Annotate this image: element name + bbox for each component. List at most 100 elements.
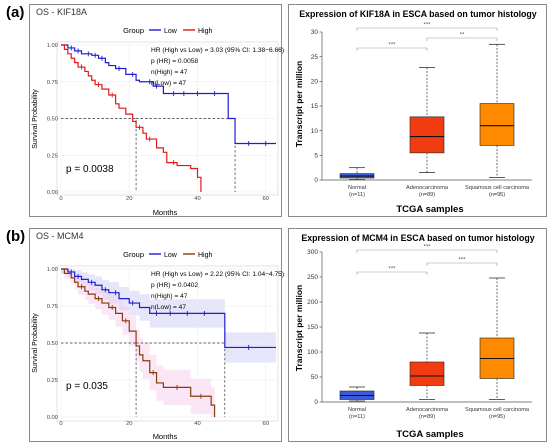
km-xtick-label: 0 — [59, 196, 62, 202]
box-axes-b: 0 50 100 150 200 250 300 — [307, 249, 532, 406]
box-chart-b: Expression of MCM4 in ESCA based on tumo… — [294, 233, 535, 440]
box-axes-a: 0 5 10 15 20 25 30 — [311, 29, 532, 184]
box-ylabel-b: Transcript per million — [294, 285, 304, 371]
km-ytick-label: 0.75 — [47, 80, 58, 86]
box-category-label: Normal — [348, 407, 366, 413]
box-ytick-label: 25 — [311, 54, 319, 61]
km-stat-hr-b: HR (High vs Low) = 2.22 (95% CI: 1.04−4.… — [151, 271, 284, 278]
km-ticks-b: 0.00 0.25 0.50 0.75 1.00 0 20 40 60 — [47, 267, 269, 427]
km-ytick-label: 0.75 — [47, 304, 58, 310]
km-curve-high — [61, 268, 216, 417]
km-chart-b: 0.00 0.25 0.50 0.75 1.00 0 20 40 60 Survival Pro… — [32, 250, 284, 441]
box-ytick-label: 150 — [307, 324, 318, 331]
box-frame-b — [288, 228, 547, 442]
box-sig-bracket — [426, 262, 498, 266]
box-ylabel-a: Transcript per million — [294, 61, 304, 147]
box-body — [479, 103, 515, 146]
box-sig-bracket — [356, 47, 428, 51]
km-legend-low-a: Low — [164, 28, 178, 35]
km-header-a: OS - KIF18A — [36, 7, 88, 17]
km-legend-high-a: High — [198, 28, 213, 35]
km-stat-nhigh-a: n(High) = 47 — [151, 69, 188, 76]
box-ytick-label: 15 — [311, 103, 319, 110]
km-legend-low-b: Low — [164, 252, 178, 259]
box-ytick-label: 50 — [311, 374, 319, 381]
km-xlabel-a: Months — [153, 208, 178, 217]
box-sig-label: *** — [423, 245, 431, 251]
box-sig-bracket — [356, 271, 428, 275]
km-ytick-label: 0.00 — [47, 190, 58, 196]
km-curve-high — [61, 44, 202, 192]
km-plot-bg-b — [56, 265, 279, 422]
box-sig-bracket — [356, 27, 498, 31]
km-ytick-label: 1.00 — [47, 267, 58, 273]
box-category-label: (n=11) — [349, 192, 365, 198]
box-sig-label: *** — [458, 258, 466, 264]
km-xtick-label: 60 — [263, 421, 269, 427]
box-category-label: (n=89) — [419, 414, 435, 420]
box-ytick-label: 10 — [311, 128, 319, 135]
km-xtick-label: 40 — [194, 196, 200, 202]
box-cats-a: Normal(n=11) Adenocarcinoma(n=89) Squamous… — [348, 185, 530, 198]
box-category-label: Adenocarcinoma — [406, 407, 449, 413]
box-category-label: (n=11) — [349, 414, 365, 420]
km-stat-hr-a: HR (High vs Low) = 3.03 (95% CI: 1.38−6.… — [151, 47, 284, 54]
box-cats-b: Normal(n=11) Adenocarcinoma(n=89) Squamous… — [348, 407, 530, 420]
box-ytick-label: 30 — [311, 29, 319, 36]
box-chart-a: Expression of KIF18A in ESCA based on tu… — [294, 9, 537, 215]
box-marks-a — [339, 43, 515, 180]
km-xtick-label: 20 — [126, 196, 132, 202]
box-category-label: (n=89) — [419, 192, 435, 198]
km-pvalue-a: p = 0.0038 — [66, 164, 114, 175]
box-ytick-label: 5 — [314, 153, 318, 160]
km-stat-p-a: p (HR) = 0.0058 — [151, 58, 198, 65]
km-ytick-label: 0.50 — [47, 117, 58, 123]
km-stat-nhigh-b: n(High) = 47 — [151, 293, 188, 300]
box-ytick-label: 0 — [314, 399, 318, 406]
box-sig-a: ******** — [356, 23, 498, 51]
box-category-label: (n=95) — [489, 414, 505, 420]
km-grid-a — [60, 44, 276, 193]
km-stat-nlow-b: n(Low) = 47 — [151, 304, 186, 311]
km-legend-high-b: High — [198, 252, 213, 259]
box-ytick-label: 0 — [314, 177, 318, 184]
km-curve-low — [61, 44, 276, 145]
box-marks-b — [339, 277, 515, 402]
km-xlabel-b: Months — [153, 432, 178, 441]
km-median-line — [136, 118, 236, 192]
box-sig-bracket — [356, 249, 498, 253]
km-ylabel-b: Survival Probability — [32, 313, 39, 373]
box-category-label: Squamous cell carcinoma — [465, 185, 530, 191]
box-ytick-label: 200 — [307, 299, 318, 306]
box-title-b: Expression of MCM4 in ESCA based on tumo… — [301, 233, 534, 243]
km-ytick-label: 0.25 — [47, 378, 58, 384]
km-chart-a: 0.00 0.25 0.50 0.75 1.00 0 20 40 60 Survival Pro… — [32, 26, 284, 217]
km-series-a — [61, 44, 276, 192]
box-title-a: Expression of KIF18A in ESCA based on tu… — [299, 9, 536, 19]
box-xlabel-a: TCGA samples — [396, 204, 463, 215]
box-category-label: (n=95) — [489, 192, 505, 198]
box-sig-b: *** *** *** — [356, 245, 498, 275]
km-ytick-label: 0.00 — [47, 415, 58, 421]
box-category-label: Normal — [348, 185, 366, 191]
km-stat-nlow-a: n(Low) = 47 — [151, 80, 186, 87]
km-ytick-label: 0.50 — [47, 341, 58, 347]
box-sig-label: *** — [388, 267, 396, 273]
box-category-label: Adenocarcinoma — [406, 185, 449, 191]
box-ytick-label: 300 — [307, 249, 318, 256]
km-ylabel-a: Survival Probability — [32, 89, 39, 149]
box-sig-label: ** — [460, 33, 465, 39]
box-category-label: Squamous cell carcinoma — [465, 407, 530, 413]
km-pvalue-b: p = 0.035 — [66, 381, 108, 392]
km-ytick-label: 1.00 — [47, 43, 58, 49]
km-stat-p-b: p (HR) = 0.0402 — [151, 282, 198, 289]
km-ticks-a: 0.00 0.25 0.50 0.75 1.00 0 20 40 60 — [47, 43, 269, 202]
box-ytick-label: 250 — [307, 274, 318, 281]
box-body — [409, 116, 445, 154]
km-legend-label-b: Group — [123, 250, 144, 259]
box-body — [409, 361, 445, 386]
box-ytick-label: 100 — [307, 349, 318, 356]
panel-label-b: (b) — [6, 228, 26, 245]
km-median-a — [61, 118, 236, 192]
